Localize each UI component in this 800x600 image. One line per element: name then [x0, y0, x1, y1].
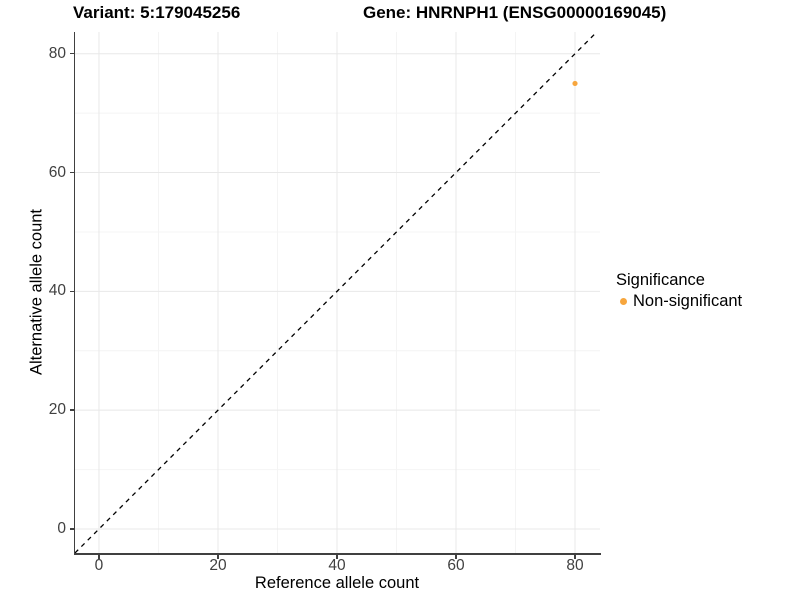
legend-dot-icon: [620, 298, 627, 305]
data-point: [572, 80, 578, 87]
plot-panel-canvas: [75, 32, 600, 553]
x-tick-label: 40: [328, 557, 346, 574]
legend-item-label: Non-significant: [633, 292, 743, 310]
x-tick-mark: [217, 554, 219, 559]
plot-title-variant: Variant: 5:179045256: [73, 3, 241, 22]
y-tick-mark: [70, 528, 75, 530]
plot-title-gene: Gene: HNRNPH1 (ENSG00000169045): [363, 3, 667, 22]
y-tick-label: 60: [48, 163, 66, 181]
legend-item-nonsignificant: Non-significant: [616, 292, 742, 311]
x-tick-mark: [574, 554, 576, 559]
y-tick-label: 80: [48, 44, 66, 62]
x-axis-line: [73, 553, 601, 555]
identity-line: [75, 32, 598, 553]
x-tick-label: 60: [447, 557, 465, 574]
plot-panel: [75, 32, 600, 553]
x-tick-label: 0: [94, 557, 104, 574]
y-tick-mark: [70, 52, 75, 55]
y-tick-label: 0: [57, 519, 66, 537]
y-axis-line: [73, 32, 75, 555]
y-tick-mark: [70, 171, 75, 174]
x-tick-label: 20: [209, 557, 227, 574]
y-tick-mark: [70, 290, 75, 293]
y-tick-label: 40: [48, 282, 66, 300]
x-axis-title: Reference allele count: [254, 574, 420, 592]
legend: Significance Non-significant: [616, 271, 742, 311]
legend-title: Significance: [616, 271, 705, 289]
x-tick-mark: [98, 554, 100, 559]
x-tick-mark: [336, 554, 338, 559]
x-tick-mark: [455, 554, 457, 559]
y-tick-label: 20: [48, 401, 66, 419]
y-tick-mark: [70, 409, 75, 411]
x-tick-label: 80: [566, 557, 584, 574]
